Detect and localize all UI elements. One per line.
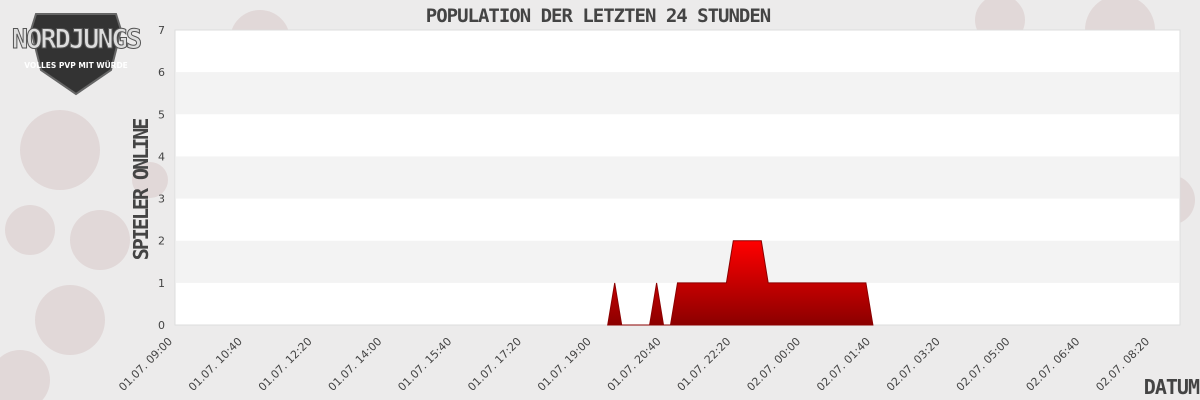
- x-tick-label: 01.07. 12:20: [256, 335, 315, 394]
- x-tick-label: 01.07. 14:00: [326, 335, 385, 394]
- logo-subtext: VOLLES PVP MIT WÜRDE: [24, 61, 128, 70]
- y-tick-label: 4: [158, 150, 165, 163]
- y-axis-label: SPIELER ONLINE: [129, 119, 153, 261]
- x-axis-label: DATUM: [1144, 375, 1200, 399]
- grid-band: [176, 240, 1179, 283]
- x-tick-label: 02.07. 03:20: [884, 335, 943, 394]
- x-tick-label: 02.07. 06:40: [1024, 335, 1083, 394]
- x-tick-label: 02.07. 00:00: [744, 335, 803, 394]
- y-tick-label: 0: [158, 319, 165, 332]
- x-tick-label: 01.07. 15:40: [395, 335, 454, 394]
- x-tick-label: 01.07. 17:20: [465, 335, 524, 394]
- grid-band: [176, 72, 1179, 115]
- nordjungs-logo: NORDJUNGS VOLLES PVP MIT WÜRDE: [11, 13, 143, 96]
- y-tick-label: 2: [158, 235, 165, 248]
- x-tick-label: 01.07. 20:40: [605, 335, 664, 394]
- y-tick-label: 3: [158, 193, 165, 206]
- y-tick-label: 7: [158, 24, 165, 37]
- logo-text: NORDJUNGS: [12, 24, 141, 55]
- y-tick-label: 5: [158, 108, 165, 121]
- chart-title: POPULATION DER LETZTEN 24 STUNDEN: [426, 5, 771, 27]
- x-tick-label: 01.07. 22:20: [675, 335, 734, 394]
- x-tick-label: 02.07. 05:00: [954, 335, 1013, 394]
- x-tick-label: 01.07. 19:00: [535, 335, 594, 394]
- population-area: [607, 240, 874, 326]
- plot-area: [174, 29, 1181, 326]
- x-tick-label: 02.07. 01:40: [814, 335, 873, 394]
- x-tick-label: 01.07. 09:00: [116, 335, 175, 394]
- x-tick-label: 01.07. 10:40: [186, 335, 245, 394]
- y-tick-label: 1: [158, 277, 165, 290]
- grid-band: [176, 156, 1179, 199]
- y-tick-label: 6: [158, 66, 165, 79]
